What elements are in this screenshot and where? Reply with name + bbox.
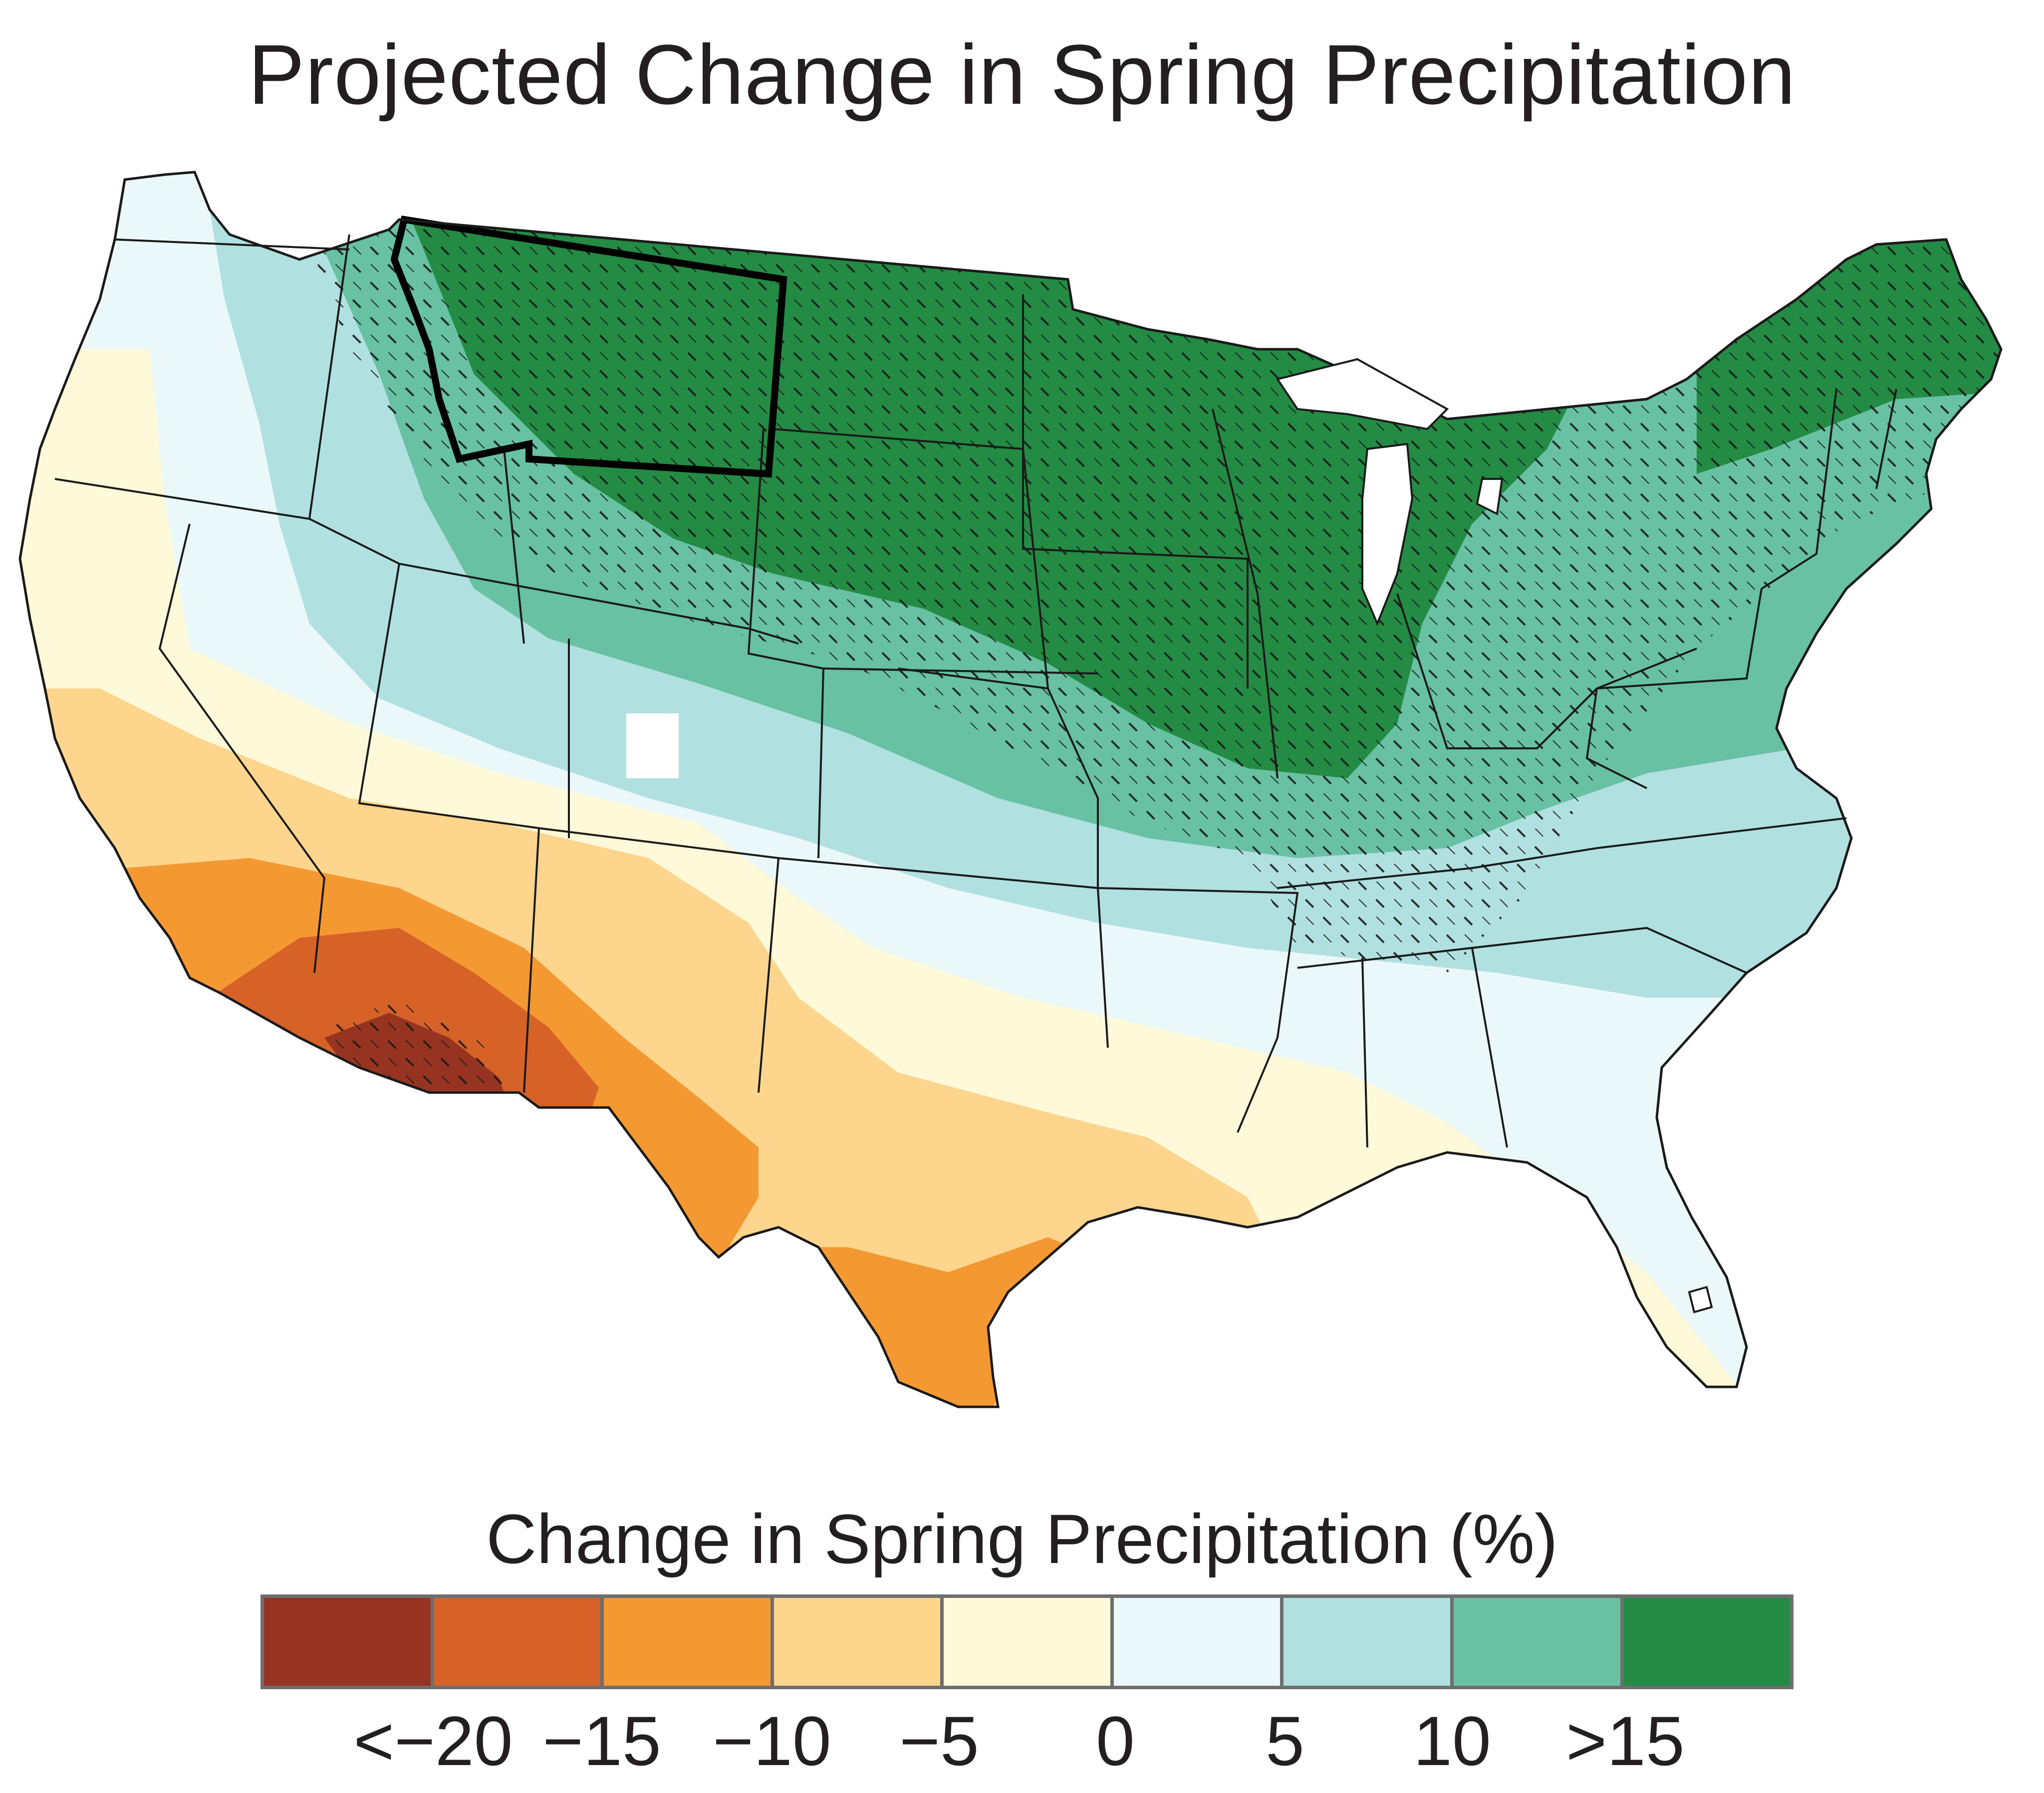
legend-tick-label: −15 [542, 1702, 661, 1780]
map-title: Projected Change in Spring Precipitation [248, 27, 1796, 122]
legend-tick-label: 10 [1413, 1702, 1491, 1780]
legend-tick-label: −5 [899, 1702, 979, 1780]
precipitation-map [18, 171, 2003, 1408]
montana-outline [390, 216, 787, 478]
lake-okeechobee [1688, 1286, 1713, 1314]
legend-swatch-5-to-10 [1283, 1598, 1454, 1686]
no-data-patch [626, 713, 679, 778]
legend-tick-label: −10 [713, 1702, 831, 1780]
legend-tick-label: 0 [1096, 1702, 1135, 1780]
legend-swatch-0-to-5 [1113, 1598, 1284, 1686]
legend-swatch-minus-15-to-minus-10 [604, 1598, 774, 1686]
legend-swatch-minus-5-to-0 [944, 1598, 1114, 1686]
legend-color-bar [260, 1594, 1793, 1689]
state-borders [54, 234, 1897, 1148]
legend-swatch-below-minus-20 [264, 1598, 434, 1686]
legend-swatch-above-15 [1623, 1598, 1790, 1686]
legend-swatch-10-to-15 [1453, 1598, 1624, 1686]
legend-swatch-minus-10-to-minus-5 [773, 1598, 944, 1686]
legend-tick-label: >15 [1566, 1702, 1685, 1780]
legend-tick-label: 5 [1266, 1702, 1304, 1780]
great-lakes [1276, 358, 1504, 627]
legend-swatch-minus-20-to-minus-15 [434, 1598, 604, 1686]
us-outline [18, 171, 2003, 1408]
legend-tick-label: <−20 [353, 1702, 513, 1780]
legend-title: Change in Spring Precipitation (%) [486, 1500, 1558, 1578]
